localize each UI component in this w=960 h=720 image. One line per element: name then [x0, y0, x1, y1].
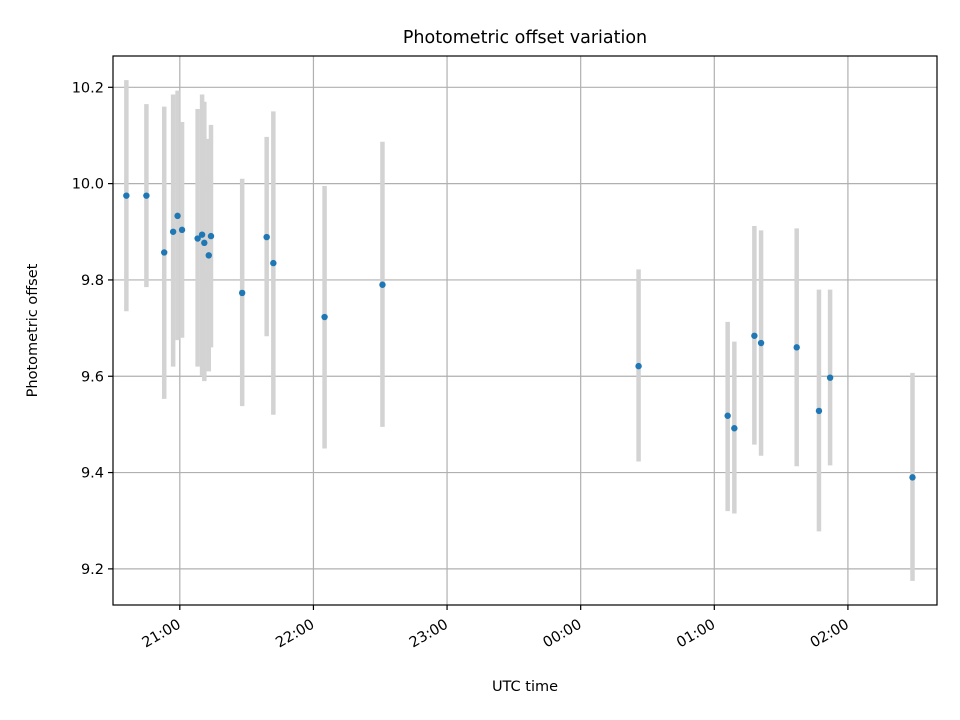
- data-point: [826, 374, 834, 381]
- data-point: [169, 228, 177, 235]
- data-points: [123, 192, 916, 481]
- data-point: [724, 412, 731, 419]
- data-point: [751, 332, 758, 339]
- data-point: [793, 344, 800, 351]
- chart-title: Photometric offset variation: [403, 28, 647, 48]
- data-point: [194, 235, 201, 242]
- y-tick-label: 10.2: [72, 80, 104, 96]
- data-point: [174, 212, 181, 220]
- data-point: [270, 259, 277, 267]
- y-axis-title: Photometric offset: [25, 263, 41, 397]
- y-tick-label: 9.8: [81, 273, 104, 289]
- data-point: [207, 232, 215, 240]
- data-point: [161, 249, 168, 256]
- x-axis-title: UTC time: [492, 679, 558, 695]
- data-point: [205, 252, 212, 259]
- grid-lines: [113, 56, 937, 605]
- data-point: [201, 239, 208, 247]
- y-tick-label: 9.4: [81, 466, 104, 482]
- y-axis-ticks: 9.2 9.4 9.6 9.8 10.0 10.2: [72, 80, 113, 578]
- data-point: [815, 407, 823, 415]
- data-point: [238, 289, 246, 297]
- data-point: [178, 226, 186, 234]
- data-point: [321, 313, 328, 321]
- data-point: [379, 281, 386, 288]
- data-point: [123, 192, 130, 199]
- data-point: [757, 339, 765, 347]
- data-point: [198, 231, 206, 238]
- data-point: [909, 474, 916, 481]
- data-point: [263, 233, 270, 241]
- data-point: [731, 425, 738, 432]
- y-tick-label: 10.0: [72, 177, 104, 193]
- y-tick-label: 9.6: [81, 369, 104, 385]
- data-point: [635, 362, 642, 370]
- plot-frame: [112, 55, 938, 606]
- data-point: [143, 192, 150, 199]
- y-tick-label: 9.2: [81, 562, 104, 578]
